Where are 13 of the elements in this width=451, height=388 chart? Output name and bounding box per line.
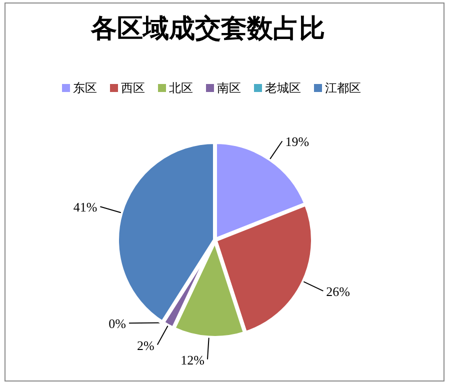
legend-label: 老城区 xyxy=(265,81,301,95)
legend-label: 西区 xyxy=(121,81,145,95)
chart-title: 各区域成交套数占比 xyxy=(90,14,325,44)
data-label: 41% xyxy=(73,200,98,215)
legend-label: 南区 xyxy=(217,81,241,95)
legend-label: 北区 xyxy=(169,81,193,95)
legend-label: 东区 xyxy=(73,81,97,95)
data-label: 26% xyxy=(326,284,350,299)
text: 0% xyxy=(108,316,126,332)
data-label: 12% xyxy=(180,352,205,368)
legend-label: 江都区 xyxy=(325,81,361,95)
data-label: 2% xyxy=(137,338,155,353)
data-label: 19% xyxy=(285,134,310,150)
